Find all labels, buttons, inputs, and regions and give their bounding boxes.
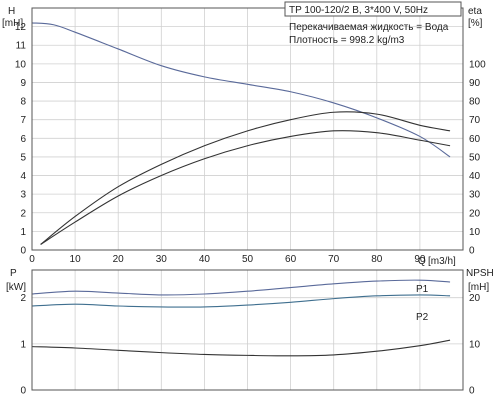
right-tick-label: 30 [469, 190, 481, 201]
p2-curve-label: P2 [416, 312, 429, 323]
left-tick-label: 6 [20, 134, 26, 145]
x-tick-label: 20 [113, 254, 125, 265]
info-line-density: Плотность = 998.2 kg/m3 [289, 35, 405, 46]
x-axis-unit: [m3/h] [428, 256, 456, 267]
right-tick-label: 70 [469, 115, 481, 126]
series-line-1-1 [31, 294, 451, 308]
x-tick-label: 60 [285, 254, 297, 265]
panel-frame [31, 269, 464, 391]
left-tick-label: 11 [16, 41, 27, 52]
right-tick-label: 0 [469, 246, 475, 257]
right-tick-label: 80 [469, 97, 481, 108]
series-line-1-2 [31, 339, 451, 357]
series-line-1-0 [31, 279, 451, 296]
x-tick-label: 30 [156, 254, 168, 265]
bottom-left-axis-label: P [10, 268, 17, 279]
left-tick-label: 7 [20, 115, 26, 126]
x-tick-label: 10 [70, 254, 82, 265]
left-tick-label: 2 [20, 208, 26, 219]
x-axis-label: Q [418, 256, 426, 267]
right-tick-label: 20 [469, 293, 481, 304]
top-right-axis-unit: [%] [468, 18, 483, 29]
left-tick-label: 9 [20, 78, 26, 89]
bottom-right-axis-unit: [mH] [468, 282, 489, 293]
series-layer [31, 22, 451, 357]
x-tick-label: 50 [242, 254, 254, 265]
top-right-axis-label: eta [468, 6, 482, 17]
left-tick-label: 0 [20, 246, 26, 257]
series-line-0-1 [40, 111, 451, 245]
x-tick-label: 0 [29, 254, 35, 265]
series-line-0-0 [31, 22, 451, 158]
x-tick-label: 40 [199, 254, 211, 265]
x-tick-label: 80 [371, 254, 383, 265]
right-tick-label: 90 [469, 78, 481, 89]
top-left-axis-unit: [mH] [2, 18, 23, 29]
info-line-fluid: Перекачиваемая жидкость = Вода [289, 22, 449, 33]
right-tick-label: 60 [469, 134, 481, 145]
x-tick-label: 70 [328, 254, 340, 265]
grid-layer [31, 8, 463, 391]
right-tick-label: 40 [469, 171, 481, 182]
left-tick-label: 4 [20, 171, 26, 182]
x-tick-label: 90 [414, 254, 426, 265]
left-tick-label: 1 [20, 227, 26, 238]
right-tick-label: 10 [469, 339, 481, 350]
left-tick-label: 2 [20, 293, 26, 304]
right-tick-label: 100 [469, 59, 486, 70]
left-tick-label: 0 [20, 386, 26, 397]
left-tick-label: 5 [20, 152, 26, 163]
left-tick-label: 12 [15, 22, 27, 33]
left-tick-label: 10 [15, 59, 27, 70]
info-box [284, 1, 462, 17]
left-tick-label: 3 [20, 190, 26, 201]
left-tick-label: 1 [20, 339, 26, 350]
series-line-0-2 [40, 130, 451, 245]
axis-layer: 0 10 20 30 40 50 60 70 80 90012345678910111201020… [15, 7, 486, 397]
right-tick-label: 50 [469, 152, 481, 163]
bottom-right-axis-label: NPSH [466, 268, 494, 279]
panel-frame [31, 7, 464, 251]
top-left-axis-label: H [8, 6, 15, 17]
p1-curve-label: P1 [416, 284, 429, 295]
right-tick-label: 10 [469, 227, 481, 238]
right-tick-label: 0 [469, 386, 475, 397]
chart-title: TP 100-120/2 B, 3*400 V, 50Hz [289, 5, 428, 16]
left-tick-label: 8 [20, 97, 26, 108]
bottom-left-axis-unit: [kW] [6, 282, 26, 293]
right-tick-label: 20 [469, 208, 481, 219]
